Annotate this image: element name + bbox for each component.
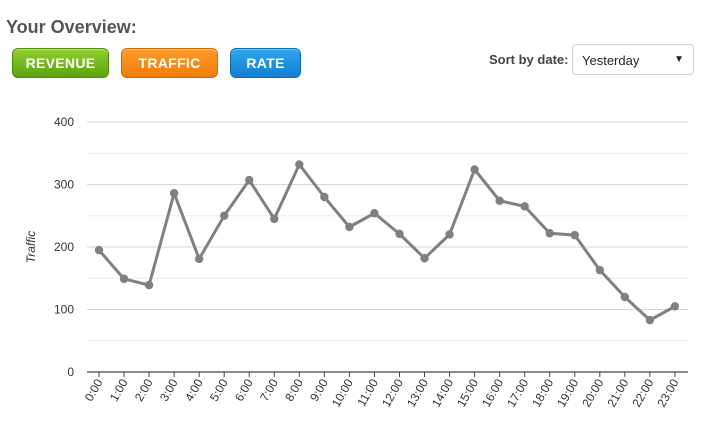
data-point (169, 189, 179, 198)
data-point (670, 302, 680, 311)
y-tick-label: 400 (54, 115, 74, 129)
page-title: Your Overview: (6, 17, 137, 37)
y-tick-label: 300 (54, 178, 74, 192)
x-tick-label: 0:00 (82, 376, 106, 404)
x-tick-label: 2:00 (132, 376, 156, 404)
x-tick-label: 12:00 (379, 376, 406, 409)
rate-button[interactable]: RATE (230, 48, 301, 78)
x-tick-label: 20:00 (579, 376, 606, 409)
data-point (595, 265, 604, 275)
date-select[interactable]: Yesterday ▼ (572, 44, 694, 75)
x-tick-label: 13:00 (404, 376, 431, 409)
x-tick-label: 19:00 (554, 376, 581, 409)
data-point (520, 202, 529, 211)
sort-by-date-label: Sort by date: (489, 52, 569, 67)
x-tick-label: 21:00 (604, 376, 631, 409)
x-tick-label: 18:00 (529, 376, 556, 409)
data-point (445, 230, 454, 239)
x-tick-label: 17:00 (504, 376, 531, 409)
x-tick-label: 14:00 (429, 376, 456, 409)
x-tick-label: 15:00 (454, 376, 481, 409)
data-point (420, 254, 429, 263)
data-point (194, 254, 204, 264)
data-point (545, 229, 554, 238)
series-line (97, 163, 676, 322)
x-tick-label: 11:00 (354, 376, 381, 409)
x-tick-label: 3:00 (157, 376, 181, 404)
data-point (370, 209, 379, 218)
data-point (245, 175, 254, 185)
traffic-button[interactable]: TRAFFIC (121, 48, 218, 78)
x-tick-label: 23:00 (654, 376, 681, 409)
x-tick-label: 22:00 (629, 376, 656, 409)
data-point (570, 230, 579, 240)
x-tick-label: 6:00 (232, 376, 256, 404)
data-point (320, 192, 329, 202)
data-point (470, 165, 479, 174)
x-tick-label: 1:00 (107, 376, 131, 404)
data-point (620, 292, 630, 302)
x-tick-label: 5:00 (207, 376, 231, 404)
data-point (345, 222, 354, 232)
data-point (220, 211, 229, 220)
x-tick-label: 9:00 (307, 376, 331, 404)
data-point (495, 196, 504, 205)
y-tick-label: 100 (54, 303, 74, 317)
y-tick-label: 0 (67, 365, 74, 379)
data-point (295, 160, 304, 169)
x-tick-label: 7:00 (257, 376, 281, 404)
triangle-down-icon: ▼ (674, 54, 684, 65)
data-point (645, 315, 655, 325)
y-axis-label: Traffic (24, 231, 38, 263)
data-point (395, 229, 404, 239)
x-tick-label: 4:00 (182, 376, 206, 404)
data-point (94, 245, 104, 255)
x-tick-label: 10:00 (329, 376, 356, 409)
y-tick-label: 200 (54, 240, 74, 254)
data-point (270, 214, 279, 224)
data-point (119, 274, 129, 284)
x-tick-label: 8:00 (282, 376, 306, 404)
data-point (144, 280, 154, 290)
date-select-value: Yesterday (582, 53, 640, 68)
x-tick-label: 16:00 (479, 376, 506, 409)
revenue-button[interactable]: REVENUE (12, 48, 109, 78)
